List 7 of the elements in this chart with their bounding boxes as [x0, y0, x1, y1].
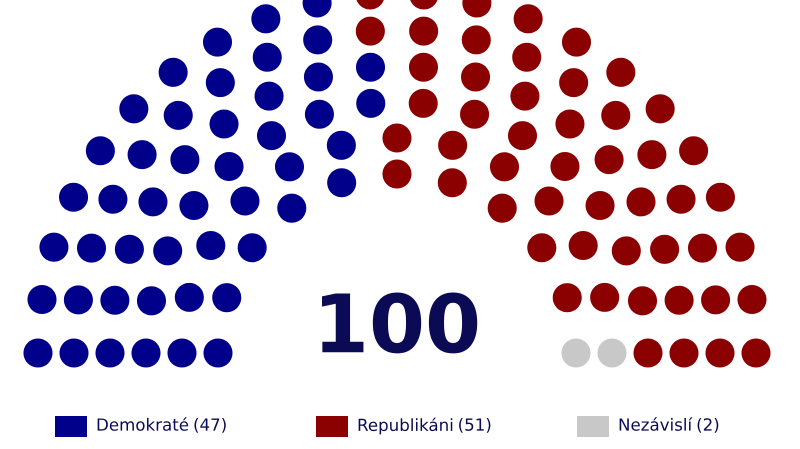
data-label: (2) [698, 418, 718, 433]
category-label: Republikáni [358, 418, 452, 434]
data-label: (51) [459, 418, 490, 433]
data-label: (47) [194, 418, 226, 433]
category-label: Nezávislí [620, 417, 693, 431]
category-label: Demokraté [98, 417, 188, 431]
text: 100 [322, 292, 478, 354]
